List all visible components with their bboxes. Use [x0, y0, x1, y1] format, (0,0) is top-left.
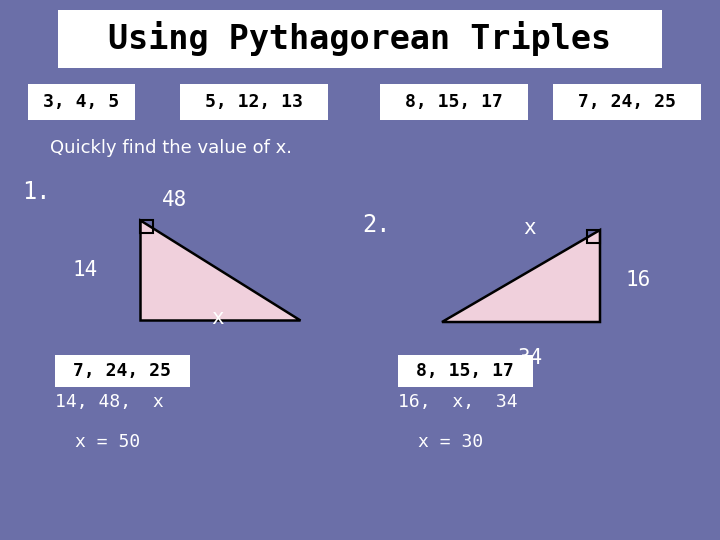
- Text: 16: 16: [625, 270, 650, 290]
- FancyBboxPatch shape: [28, 84, 135, 120]
- FancyBboxPatch shape: [553, 84, 701, 120]
- Text: 14, 48,  x: 14, 48, x: [55, 393, 163, 411]
- Bar: [587, 230, 600, 243]
- Text: 8, 15, 17: 8, 15, 17: [416, 362, 514, 380]
- Text: Using Pythagorean Triples: Using Pythagorean Triples: [109, 22, 611, 57]
- FancyBboxPatch shape: [380, 84, 528, 120]
- Text: 5, 12, 13: 5, 12, 13: [205, 93, 303, 111]
- Text: 34: 34: [518, 348, 543, 368]
- Text: Quickly find the value of x.: Quickly find the value of x.: [50, 139, 292, 157]
- Text: 14: 14: [73, 260, 98, 280]
- Text: 3, 4, 5: 3, 4, 5: [43, 93, 120, 111]
- Text: x = 50: x = 50: [75, 433, 140, 451]
- FancyBboxPatch shape: [55, 355, 190, 387]
- Text: 7, 24, 25: 7, 24, 25: [73, 362, 171, 380]
- Text: 2.: 2.: [362, 213, 390, 237]
- FancyBboxPatch shape: [58, 10, 662, 68]
- Text: 7, 24, 25: 7, 24, 25: [578, 93, 676, 111]
- Text: x: x: [523, 218, 536, 238]
- Text: x = 30: x = 30: [418, 433, 483, 451]
- Polygon shape: [140, 220, 300, 320]
- Text: 8, 15, 17: 8, 15, 17: [405, 93, 503, 111]
- Polygon shape: [442, 230, 600, 322]
- FancyBboxPatch shape: [180, 84, 328, 120]
- Text: 1.: 1.: [22, 180, 50, 204]
- Bar: [140, 220, 153, 233]
- Text: x: x: [212, 308, 225, 328]
- Text: 16,  x,  34: 16, x, 34: [398, 393, 518, 411]
- FancyBboxPatch shape: [398, 355, 533, 387]
- Text: 48: 48: [163, 190, 188, 210]
